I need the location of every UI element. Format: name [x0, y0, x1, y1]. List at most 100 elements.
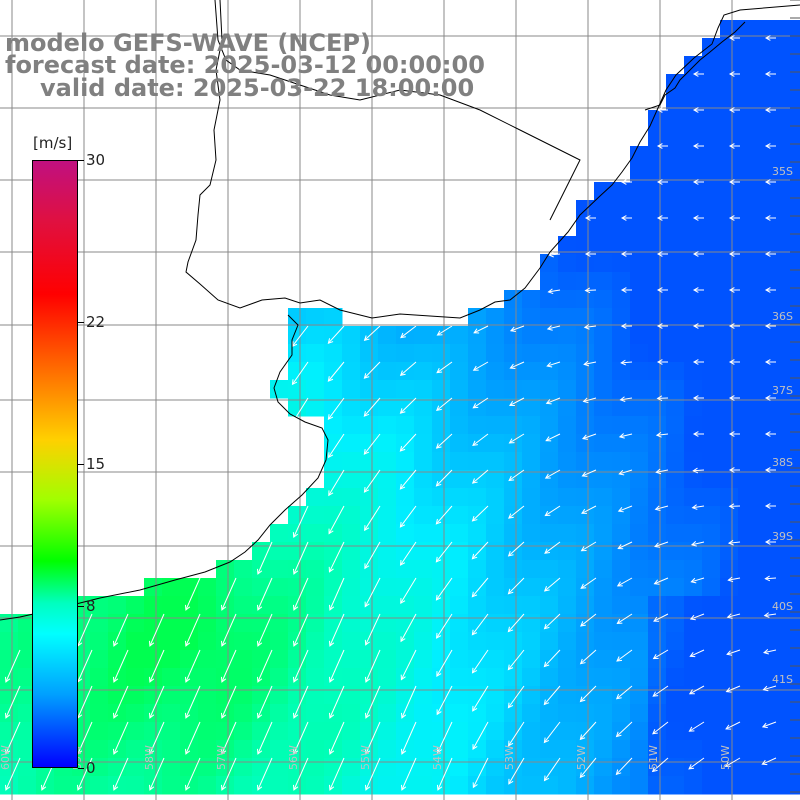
wind-arrow-head	[692, 71, 699, 77]
wind-arrow-head	[292, 568, 299, 575]
wind-speed-cell	[756, 290, 775, 309]
wind-speed-cell	[540, 614, 559, 633]
wind-arrow-head	[400, 674, 406, 681]
wind-speed-cell	[738, 128, 757, 147]
wind-arrow	[364, 505, 381, 531]
wind-arrow	[688, 757, 705, 770]
wind-speed-cell	[540, 524, 559, 543]
wind-arrow-head	[656, 395, 663, 402]
wind-arrow	[364, 541, 381, 569]
wind-speed-cell	[792, 92, 800, 111]
wind-speed-cell	[612, 506, 631, 525]
wind-arrow	[652, 721, 669, 735]
wind-arrow	[762, 721, 777, 728]
wind-speed-cell	[486, 344, 505, 363]
wind-speed-cell	[648, 488, 667, 507]
wind-speed-cell	[612, 236, 631, 255]
wind-arrow	[764, 613, 777, 617]
wind-arrow	[77, 685, 93, 719]
wind-arrow-head	[620, 323, 627, 329]
wind-arrow-head	[435, 594, 442, 601]
wind-speed-cell	[612, 470, 631, 489]
colorbar-tick-mark	[78, 605, 84, 607]
wind-speed-cell	[648, 398, 667, 417]
wind-arrow-head	[399, 521, 406, 528]
wind-speed-cell	[648, 632, 667, 651]
longitude-label: 52W	[575, 745, 588, 770]
wind-speed-cell	[738, 488, 757, 507]
wind-arrow	[545, 433, 561, 442]
wind-speed-cell	[594, 668, 613, 687]
wind-speed-cell	[594, 488, 613, 507]
wind-speed-cell	[774, 560, 793, 579]
wind-speed-cell	[450, 416, 469, 435]
wind-speed-cell	[486, 560, 505, 579]
wind-speed-cell	[720, 200, 739, 219]
wind-arrow-head	[620, 287, 627, 293]
wind-speed-cell	[378, 668, 397, 687]
wind-arrow-head	[688, 689, 695, 695]
wind-speed-cell	[756, 560, 775, 579]
wind-arrow	[618, 505, 633, 512]
wind-arrow	[293, 649, 309, 683]
wind-arrow	[616, 685, 633, 700]
wind-speed-cell	[468, 596, 487, 615]
wind-speed-cell	[594, 740, 613, 759]
wind-speed-cell	[144, 704, 163, 723]
wind-speed-cell	[774, 56, 793, 75]
colorbar-tick-mark	[78, 768, 84, 769]
wind-speed-cell	[756, 704, 775, 723]
wind-speed-cell	[684, 200, 703, 219]
wind-speed-cell	[306, 776, 325, 795]
wind-speed-cell	[288, 776, 307, 795]
wind-speed-cell	[396, 704, 415, 723]
wind-speed-cell	[540, 398, 559, 417]
wind-speed-cell	[756, 380, 775, 399]
wind-speed-cell	[90, 722, 109, 741]
border-line	[214, 0, 581, 221]
wind-arrow	[580, 649, 597, 665]
wind-arrow-head	[148, 640, 155, 647]
wind-speed-cell	[504, 362, 523, 381]
wind-speed-cell	[468, 578, 487, 597]
wind-arrow-head	[220, 640, 227, 647]
wind-speed-cell	[756, 164, 775, 183]
wind-arrow-head	[112, 784, 119, 791]
wind-arrow	[185, 613, 201, 647]
wind-speed-cell	[306, 560, 325, 579]
wind-speed-cell	[576, 434, 595, 453]
wind-speed-cell	[684, 110, 703, 129]
wind-arrow	[77, 721, 93, 755]
wind-arrow-head	[364, 563, 370, 570]
wind-arrow	[5, 685, 21, 719]
wind-speed-cell	[270, 686, 289, 705]
wind-arrow	[292, 397, 309, 423]
wind-arrow	[580, 613, 597, 627]
wind-speed-cell	[486, 488, 505, 507]
wind-speed-cell	[756, 398, 775, 417]
wind-arrow-head	[692, 323, 699, 329]
wind-arrow-head	[507, 702, 514, 709]
wind-speed-cell	[594, 560, 613, 579]
wind-speed-cell	[774, 686, 793, 705]
wind-speed-cell	[648, 704, 667, 723]
wind-speed-cell	[468, 452, 487, 471]
wind-speed-cell	[576, 326, 595, 345]
longitude-label: 57W	[215, 745, 228, 770]
wind-speed-cell	[648, 506, 667, 525]
wind-arrow	[691, 577, 705, 583]
wind-speed-cell	[486, 776, 505, 795]
wind-speed-cell	[630, 164, 649, 183]
wind-arrow	[400, 325, 417, 338]
wind-arrow-head	[688, 726, 695, 732]
wind-speed-cell	[684, 416, 703, 435]
wind-arrow-head	[583, 324, 590, 330]
wind-speed-cell	[486, 398, 505, 417]
wind-speed-cell	[792, 416, 800, 435]
wind-speed-cell	[630, 434, 649, 453]
wind-speed-cell	[414, 650, 433, 669]
wind-speed-cell	[684, 632, 703, 651]
wind-speed-cell	[504, 326, 523, 345]
wind-speed-cell	[720, 776, 739, 795]
wind-speed-cell	[630, 416, 649, 435]
